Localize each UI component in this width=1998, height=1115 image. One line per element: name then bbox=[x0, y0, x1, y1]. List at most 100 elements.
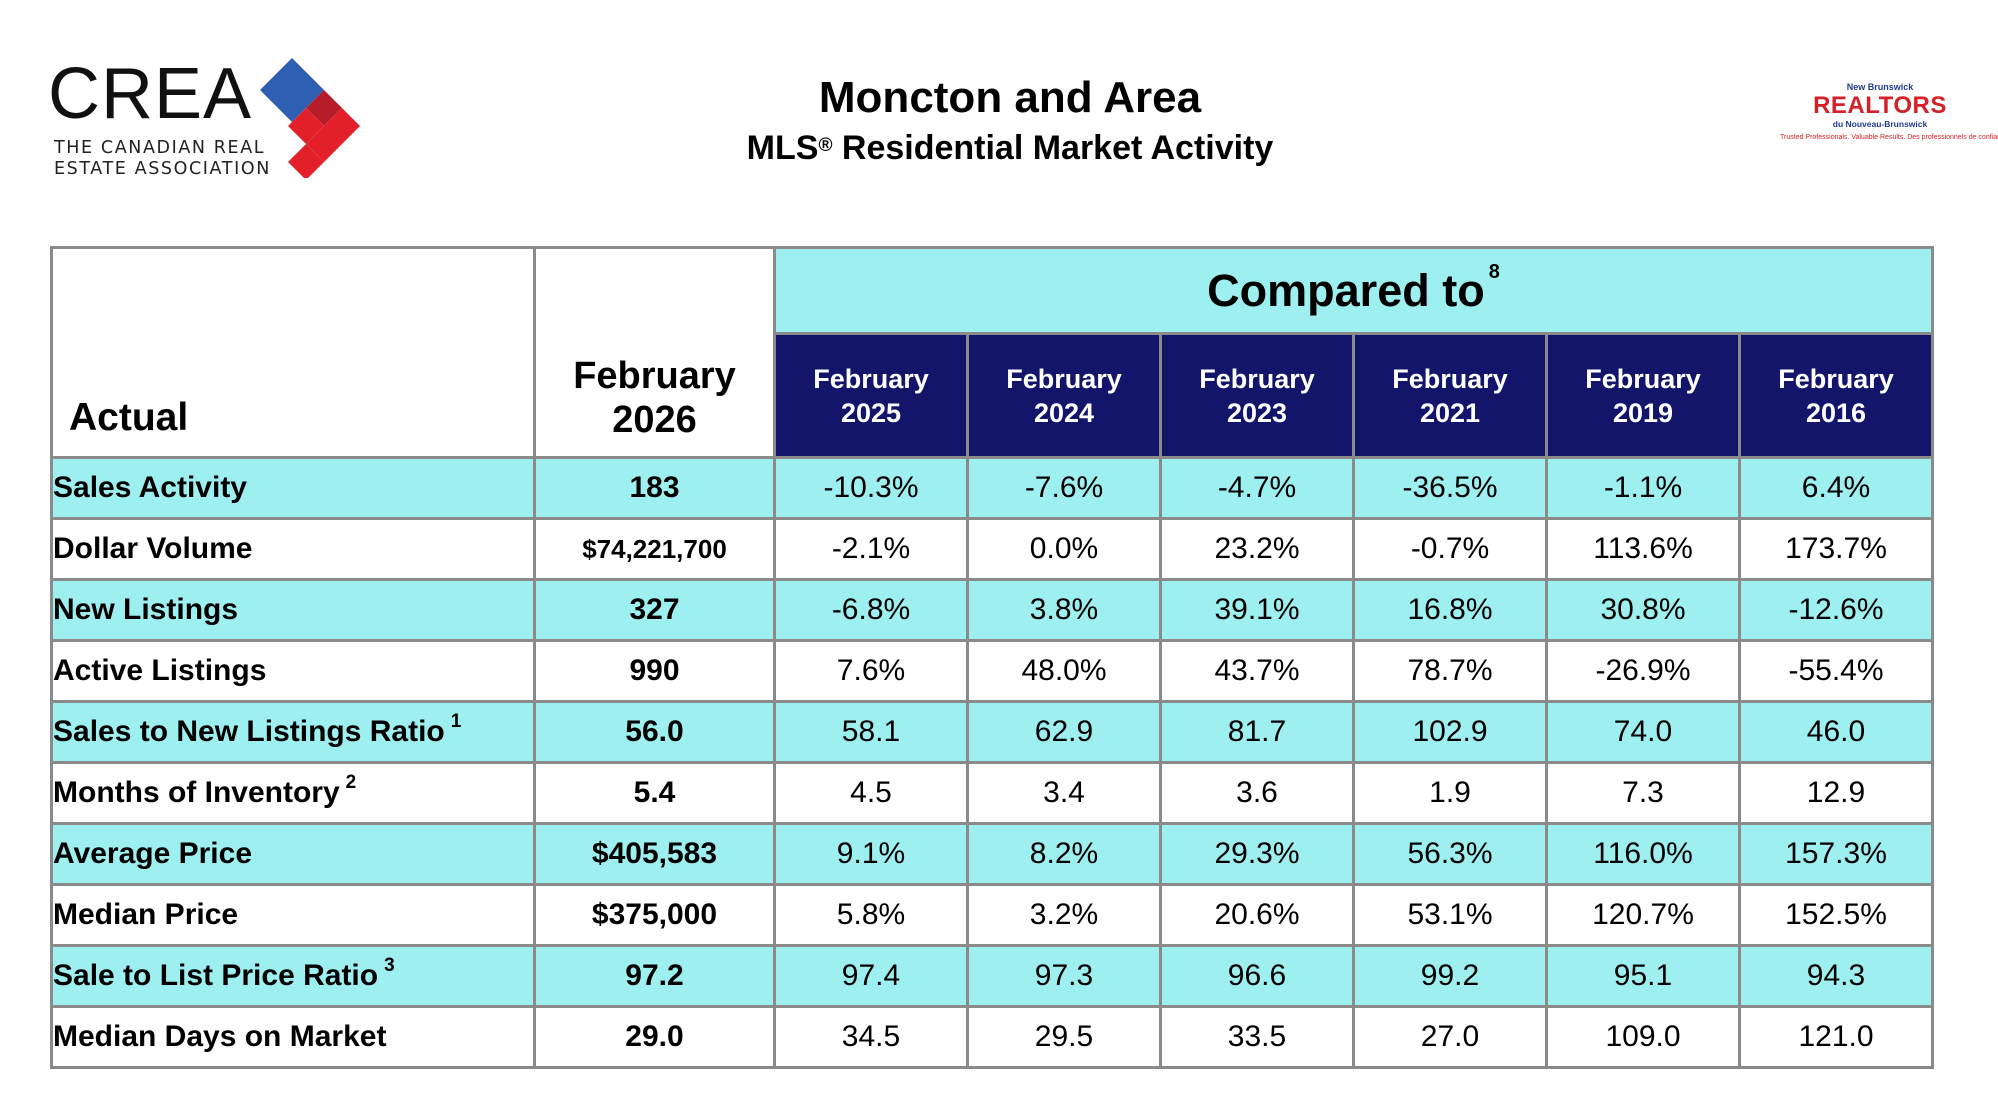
comparison-value: 109.0 bbox=[1545, 1005, 1741, 1069]
nb-realtors-logo: New Brunswick REALTORS du Nouveau-Brunsw… bbox=[1780, 82, 1998, 158]
comparison-value: 157.3% bbox=[1738, 822, 1934, 886]
comparison-value: 62.9 bbox=[966, 700, 1162, 764]
comparison-value: 152.5% bbox=[1738, 883, 1934, 947]
comparison-value: 53.1% bbox=[1352, 883, 1548, 947]
footnote-marker: 3 bbox=[384, 955, 395, 976]
comparison-value: 3.2% bbox=[966, 883, 1162, 947]
table-row: Active Listings 990 7.6% 48.0% 43.7% 78.7% -26… bbox=[50, 639, 1934, 703]
comparison-value: 74.0 bbox=[1545, 700, 1741, 764]
compared-to-header: Compared to 8 bbox=[773, 246, 1934, 335]
nb-realtors-name: REALTORS bbox=[1813, 92, 1947, 119]
crea-diamond-icon bbox=[260, 58, 360, 178]
comparison-value: 99.2 bbox=[1352, 944, 1548, 1008]
row-label: Median Days on Market bbox=[50, 1005, 536, 1069]
comparison-value: 78.7% bbox=[1352, 639, 1548, 703]
registered-mark: ® bbox=[818, 135, 833, 156]
row-label: Active Listings bbox=[50, 639, 536, 703]
comparison-value: 39.1% bbox=[1159, 578, 1355, 642]
comparison-value: 113.6% bbox=[1545, 517, 1741, 581]
current-value: 29.0 bbox=[533, 1005, 776, 1069]
current-value: 183 bbox=[533, 456, 776, 520]
table-row: Sales Activity 183 -10.3% -7.6% -4.7% -36.5% -… bbox=[50, 456, 1934, 520]
row-label: Months of Inventory 2 bbox=[50, 761, 536, 825]
row-label: Average Price bbox=[50, 822, 536, 886]
comparison-value: -12.6% bbox=[1738, 578, 1934, 642]
comparison-value: 1.9 bbox=[1352, 761, 1548, 825]
period-header-2025: February 2025 bbox=[773, 332, 969, 459]
comparison-value: 121.0 bbox=[1738, 1005, 1934, 1069]
comparison-value: -7.6% bbox=[966, 456, 1162, 520]
comparison-value: 3.6 bbox=[1159, 761, 1355, 825]
current-value: 327 bbox=[533, 578, 776, 642]
comparison-value: 0.0% bbox=[966, 517, 1162, 581]
page-subtitle: MLS® Residential Market Activity bbox=[746, 129, 1274, 167]
comparison-value: -4.7% bbox=[1159, 456, 1355, 520]
comparison-value: 8.2% bbox=[966, 822, 1162, 886]
comparison-value: -2.1% bbox=[773, 517, 969, 581]
comparison-value: 29.3% bbox=[1159, 822, 1355, 886]
current-value: 990 bbox=[533, 639, 776, 703]
row-label: Sales to New Listings Ratio 1 bbox=[50, 700, 536, 764]
comparison-value: 173.7% bbox=[1738, 517, 1934, 581]
comparison-value: 20.6% bbox=[1159, 883, 1355, 947]
comparison-value: 30.8% bbox=[1545, 578, 1741, 642]
nb-realtors-tagline: Trusted Professionals. Valuable Results.… bbox=[1780, 134, 1998, 141]
period-header-2019: February 2019 bbox=[1545, 332, 1741, 459]
crea-tagline: THE CANADIAN REAL ESTATE ASSOCIATION bbox=[54, 138, 271, 179]
current-value: $375,000 bbox=[533, 883, 776, 947]
table-row: Average Price $405,583 9.1% 8.2% 29.3% 56.3% 1… bbox=[50, 822, 1934, 886]
table-row: Sale to List Price Ratio 3 97.2 97.4 97.3 96.… bbox=[50, 944, 1934, 1008]
comparison-value: 48.0% bbox=[966, 639, 1162, 703]
period-header-2016: February 2016 bbox=[1738, 332, 1934, 459]
comparison-value: 27.0 bbox=[1352, 1005, 1548, 1069]
table-row: Dollar Volume $74,221,700 -2.1% 0.0% 23.2% -0… bbox=[50, 517, 1934, 581]
current-value: 5.4 bbox=[533, 761, 776, 825]
table-row: Median Days on Market 29.0 34.5 29.5 33.5 27.… bbox=[50, 1005, 1934, 1069]
comparison-value: -10.3% bbox=[773, 456, 969, 520]
comparison-value: 81.7 bbox=[1159, 700, 1355, 764]
row-label: Sales Activity bbox=[50, 456, 536, 520]
current-value: $405,583 bbox=[533, 822, 776, 886]
crea-logo: CREA THE CANADIAN REAL ESTATE ASSOCIATIO… bbox=[48, 54, 360, 188]
comparison-value: 16.8% bbox=[1352, 578, 1548, 642]
row-label: Dollar Volume bbox=[50, 517, 536, 581]
current-value: 56.0 bbox=[533, 700, 776, 764]
nb-realtors-top: New Brunswick bbox=[1846, 82, 1914, 92]
comparison-value: 5.8% bbox=[773, 883, 969, 947]
title-block: Moncton and Area MLS® Residential Market… bbox=[600, 70, 1420, 170]
comparison-value: 120.7% bbox=[1545, 883, 1741, 947]
comparison-value: -26.9% bbox=[1545, 639, 1741, 703]
row-label: New Listings bbox=[50, 578, 536, 642]
comparison-value: 102.9 bbox=[1352, 700, 1548, 764]
footnote-marker: 1 bbox=[450, 711, 462, 732]
current-period-header: February 2026 bbox=[533, 246, 776, 459]
comparison-value: 97.4 bbox=[773, 944, 969, 1008]
table-row: Sales to New Listings Ratio 1 56.0 58.1 62.9… bbox=[50, 700, 1934, 764]
comparison-value: 34.5 bbox=[773, 1005, 969, 1069]
comparison-value: -1.1% bbox=[1545, 456, 1741, 520]
actual-header: Actual bbox=[50, 246, 536, 459]
comparison-value: 9.1% bbox=[773, 822, 969, 886]
comparison-value: 4.5 bbox=[773, 761, 969, 825]
comparison-value: 95.1 bbox=[1545, 944, 1741, 1008]
market-activity-table: Actual February 2026 Compared to 8 Februar… bbox=[50, 246, 1934, 1069]
comparison-value: 97.3 bbox=[966, 944, 1162, 1008]
period-header-2021: February 2021 bbox=[1352, 332, 1548, 459]
comparison-value: 6.4% bbox=[1738, 456, 1934, 520]
comparison-value: -55.4% bbox=[1738, 639, 1934, 703]
row-label: Sale to List Price Ratio 3 bbox=[50, 944, 536, 1008]
comparison-value: 7.3 bbox=[1545, 761, 1741, 825]
comparison-value: 58.1 bbox=[773, 700, 969, 764]
comparison-value: 23.2% bbox=[1159, 517, 1355, 581]
comparison-value: 116.0% bbox=[1545, 822, 1741, 886]
comparison-value: 56.3% bbox=[1352, 822, 1548, 886]
comparison-value: 3.4 bbox=[966, 761, 1162, 825]
crea-wordmark: CREA bbox=[48, 54, 253, 134]
comparison-value: -6.8% bbox=[773, 578, 969, 642]
comparison-value: 29.5 bbox=[966, 1005, 1162, 1069]
period-header-2024: February 2024 bbox=[966, 332, 1162, 459]
comparison-value: 94.3 bbox=[1738, 944, 1934, 1008]
comparison-value: 12.9 bbox=[1738, 761, 1934, 825]
comparison-value: -36.5% bbox=[1352, 456, 1548, 520]
comparison-value: 3.8% bbox=[966, 578, 1162, 642]
